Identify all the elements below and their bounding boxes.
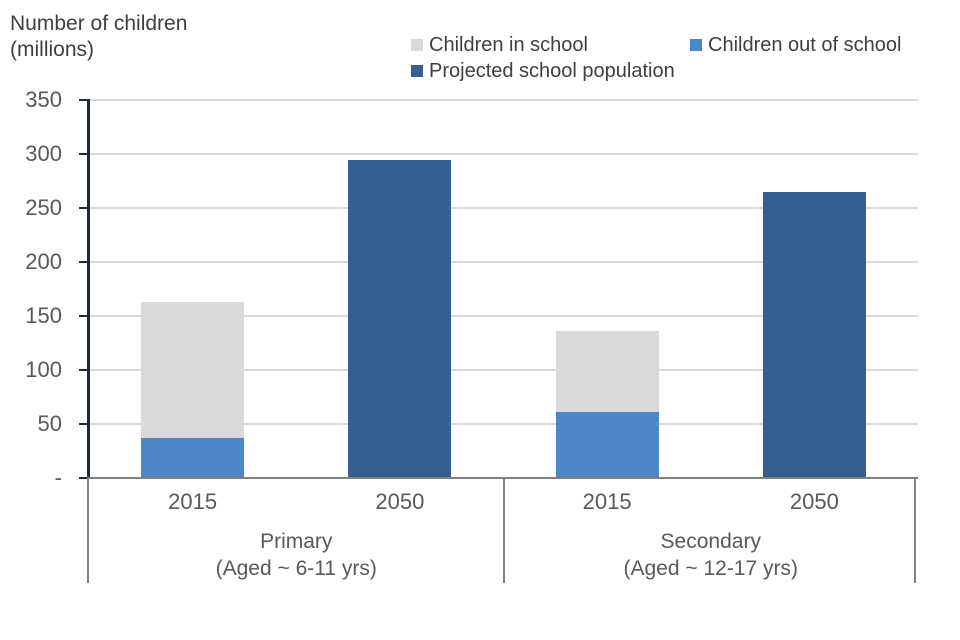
gridline-150 <box>89 315 918 317</box>
x-axis-group-label-primary: Primary (Aged ~ 6-11 yrs) <box>136 528 456 582</box>
bar-primary-2050-projected-school-population <box>348 160 452 478</box>
x-axis-year-label-secondary-2015: 2015 <box>582 489 632 514</box>
gridline-300 <box>89 153 918 155</box>
group-label-name: Secondary <box>660 530 761 553</box>
chart-axis-title-line2: (millions) <box>10 38 94 61</box>
x-axis-group-label-secondary: Secondary (Aged ~ 12-17 yrs) <box>551 528 871 582</box>
chart-axis-title: Number of children (millions) <box>10 11 187 63</box>
category-table-border-0 <box>87 478 89 583</box>
legend-item-children-in-school: Children in school <box>411 33 588 57</box>
gridline-100 <box>89 369 918 371</box>
legend-item-children-out-of-school: Children out of school <box>690 33 901 57</box>
x-axis-year-label-primary-2050: 2050 <box>375 489 425 514</box>
y-axis-label-0: - <box>54 465 62 490</box>
y-axis-label-300: 300 <box>25 141 62 166</box>
chart-axis-title-line1: Number of children <box>10 12 188 35</box>
y-axis-tick-350 <box>79 99 89 101</box>
legend-label: Projected school population <box>429 59 675 82</box>
bar-secondary-2015-children-out-of-school <box>555 412 659 478</box>
y-axis-label-250: 250 <box>25 195 62 220</box>
bar-primary-2015-children-in-school <box>141 301 245 439</box>
group-label-age-range: (Aged ~ 6-11 yrs) <box>215 557 377 580</box>
legend-swatch-icon <box>411 65 423 77</box>
y-axis-tick-100 <box>79 369 89 371</box>
group-label-age-range: (Aged ~ 12-17 yrs) <box>623 557 798 580</box>
gridline-200 <box>89 261 918 263</box>
y-axis-tick-0 <box>79 477 89 479</box>
y-axis-tick-50 <box>79 423 89 425</box>
gridline-50 <box>89 423 918 425</box>
y-axis-label-150: 150 <box>25 303 62 328</box>
y-axis-tick-300 <box>79 153 89 155</box>
legend-label: Children in school <box>429 33 588 56</box>
group-label-name: Primary <box>260 530 333 553</box>
legend-swatch-icon <box>411 39 423 51</box>
legend-item-projected-school-population: Projected school population <box>411 59 675 83</box>
y-axis-label-200: 200 <box>25 249 62 274</box>
legend-swatch-icon <box>690 39 702 51</box>
category-table-border-2 <box>914 478 916 583</box>
y-axis-tick-150 <box>79 315 89 317</box>
gridline-350 <box>89 99 918 101</box>
y-axis-line <box>87 99 90 479</box>
bar-secondary-2050-projected-school-population <box>762 191 866 478</box>
y-axis-label-350: 350 <box>25 87 62 112</box>
category-table-border-1 <box>502 478 505 583</box>
y-axis-tick-200 <box>79 261 89 263</box>
y-axis-label-50: 50 <box>37 411 62 436</box>
x-axis-year-label-primary-2015: 2015 <box>168 489 218 514</box>
x-axis-year-label-secondary-2050: 2050 <box>789 489 839 514</box>
bar-primary-2015-children-out-of-school <box>141 438 245 478</box>
gridline-250 <box>89 207 918 209</box>
legend-label: Children out of school <box>708 33 902 56</box>
bar-secondary-2015-children-in-school <box>555 331 659 413</box>
y-axis-tick-250 <box>79 207 89 209</box>
y-axis-label-100: 100 <box>25 357 62 382</box>
